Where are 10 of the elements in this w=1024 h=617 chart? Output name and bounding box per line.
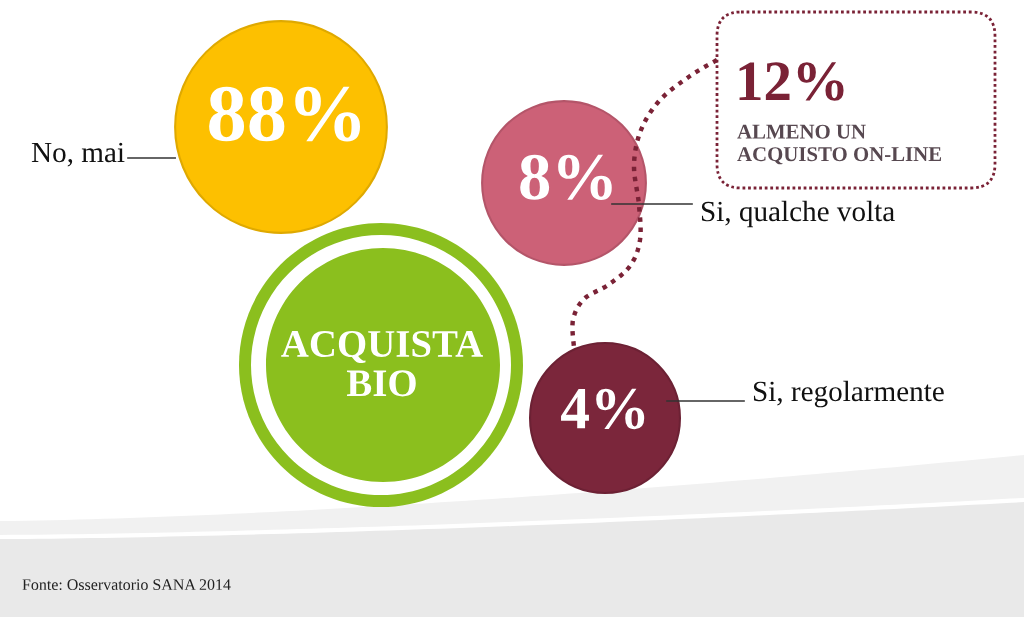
category-label: Si, qualche volta [701, 200, 895, 228]
text: 12% [739, 62, 844, 101]
text: ACQUISTA BIO [281, 330, 483, 397]
data-label: 8% [520, 154, 612, 200]
data-label: 4% [561, 388, 645, 430]
category-label: Si, regolarmente [753, 380, 944, 408]
data-label: 88% [209, 86, 360, 142]
category-label: No, mai [31, 142, 125, 167]
text: ALMENO UN ACQUISTO ON-LINE [737, 124, 942, 165]
source-note: Fonte: Osservatorio SANA 2014 [22, 579, 231, 591]
